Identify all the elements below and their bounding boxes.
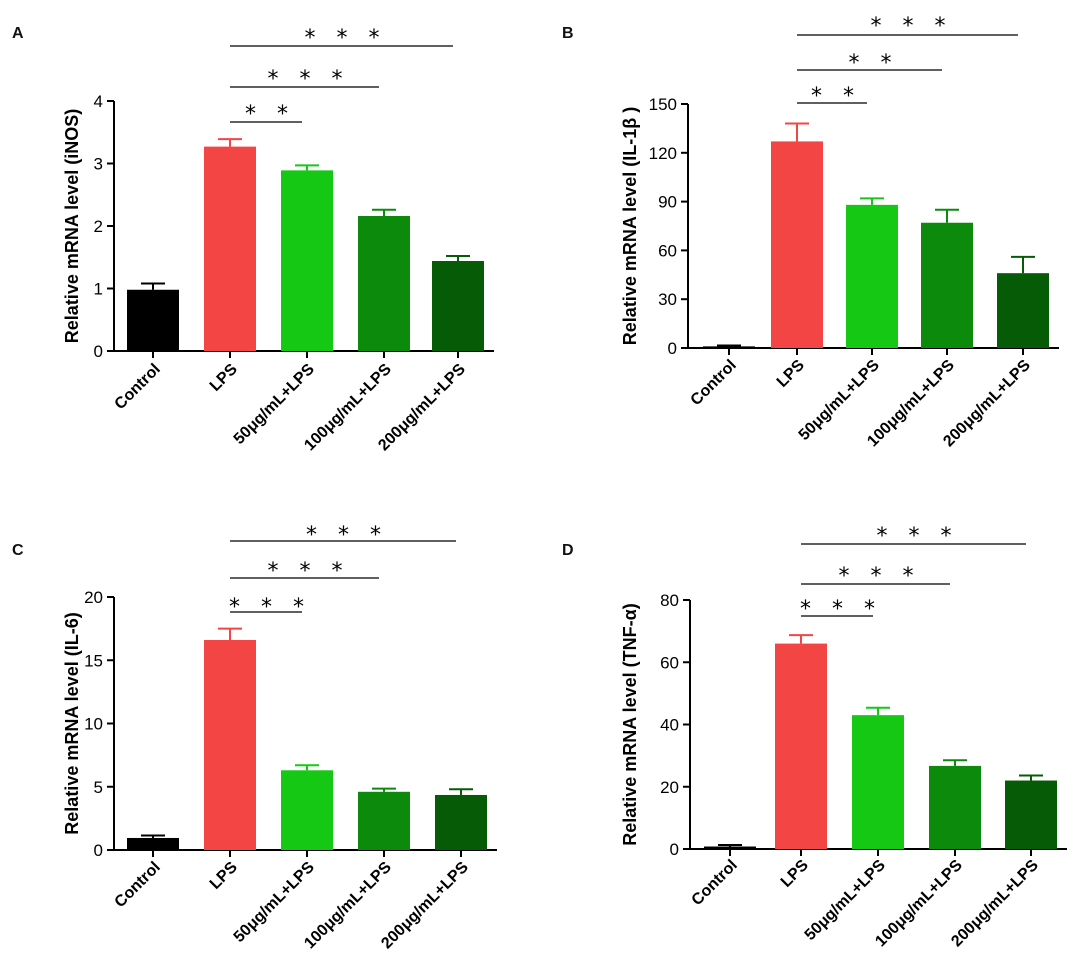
bar-3 <box>281 770 333 850</box>
panel-label: D <box>562 542 574 559</box>
bar-5 <box>432 261 484 351</box>
y-tick-label: 90 <box>658 193 677 212</box>
significance-label: * * <box>811 84 861 109</box>
bar-1 <box>127 289 179 351</box>
x-tick-label: Control <box>688 357 740 409</box>
bar-4 <box>929 765 981 849</box>
y-tick-label: 0 <box>94 342 103 361</box>
y-tick-label: 0 <box>670 840 679 859</box>
y-tick-label: 10 <box>84 715 103 734</box>
y-tick-label: 5 <box>94 778 103 797</box>
significance-label: * * * <box>268 559 350 584</box>
x-tick-label: Control <box>112 859 164 911</box>
y-tick-label: 20 <box>660 778 679 797</box>
x-tick-label: Control <box>112 361 164 413</box>
y-tick-label: 2 <box>94 217 103 236</box>
significance-label: * * <box>849 51 899 76</box>
bar-4 <box>358 216 410 351</box>
bar-2 <box>775 643 827 849</box>
bar-2 <box>204 146 256 351</box>
significance-label: * * * <box>305 26 387 51</box>
x-tick-label: LPS <box>207 361 241 395</box>
x-tick-label: LPS <box>778 857 812 891</box>
panel-d: D 0 20 40 60 80 Relative mRNA level (TNF-α) Con… <box>562 524 1067 950</box>
bar-2 <box>204 640 256 850</box>
panel-label: B <box>562 25 574 42</box>
significance-label: * * * <box>877 524 959 549</box>
bar-4 <box>358 791 410 850</box>
y-tick-label: 0 <box>94 841 103 860</box>
panel-label: A <box>12 25 24 42</box>
y-tick-label: 60 <box>660 653 679 672</box>
x-tick-label: 50μg/mL+LPS <box>231 859 318 946</box>
panel-a: A 0 1 2 3 4 Relative mRNA level (iNOS) Control L… <box>12 25 494 454</box>
y-axis-title: Relative mRNA level (iNOS) <box>62 109 82 343</box>
x-tick-label: 50μg/mL+LPS <box>802 857 889 944</box>
significance-label: * * * <box>229 595 311 620</box>
y-tick-label: 40 <box>660 716 679 735</box>
significance-label: * * * <box>871 14 953 39</box>
y-tick-label: 60 <box>658 241 677 260</box>
y-tick-label: 3 <box>94 155 103 174</box>
significance-label: * * * <box>268 67 350 92</box>
x-tick-label: LPS <box>774 357 808 391</box>
panel-b: B 0 30 60 90 120 150 Relative mRNA level (IL-1β… <box>562 14 1059 450</box>
y-axis-title: Relative mRNA level (TNF-α) <box>620 603 640 845</box>
bar-1 <box>127 837 179 850</box>
bar-5 <box>1005 780 1057 849</box>
bar-1 <box>704 846 756 849</box>
y-tick-label: 0 <box>668 339 677 358</box>
x-tick-label: 50μg/mL+LPS <box>796 357 883 444</box>
bar-3 <box>852 715 904 849</box>
bar-5 <box>435 794 487 850</box>
y-tick-label: 80 <box>660 591 679 610</box>
significance-label: * * <box>245 102 295 127</box>
y-tick-label: 4 <box>94 92 103 111</box>
significance-label: * * * <box>306 523 388 548</box>
y-tick-label: 120 <box>649 144 677 163</box>
bar-1 <box>703 346 755 348</box>
x-tick-label: LPS <box>207 859 241 893</box>
y-tick-label: 20 <box>84 588 103 607</box>
y-axis-title: Relative mRNA level (IL-6) <box>62 612 82 834</box>
y-tick-label: 1 <box>94 280 103 299</box>
bar-3 <box>281 170 333 351</box>
y-tick-label: 30 <box>658 290 677 309</box>
x-tick-label: 50μg/mL+LPS <box>231 361 318 448</box>
bar-2 <box>771 141 823 348</box>
bar-3 <box>846 204 898 348</box>
y-axis-title: Relative mRNA level (IL-1β ) <box>620 107 640 345</box>
bar-5 <box>997 273 1049 348</box>
bar-4 <box>921 222 973 348</box>
significance-label: * * * <box>839 564 921 589</box>
x-tick-label: Control <box>689 857 741 909</box>
y-tick-label: 150 <box>649 95 677 114</box>
panel-label: C <box>12 542 24 559</box>
y-tick-label: 15 <box>84 651 103 670</box>
significance-label: * * * <box>800 597 882 622</box>
